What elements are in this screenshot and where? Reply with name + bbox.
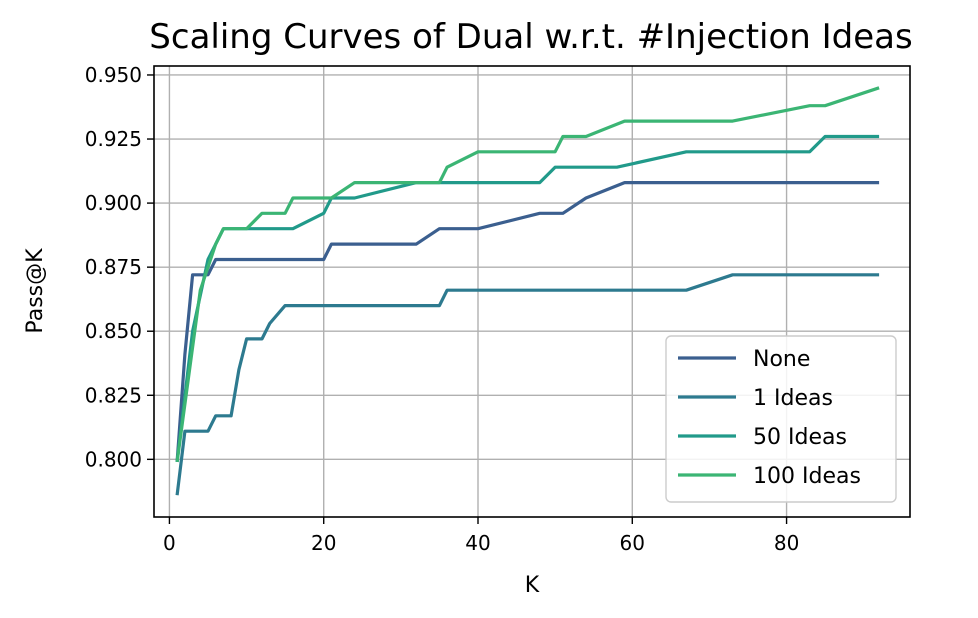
chart-title: Scaling Curves of Dual w.r.t. #Injection… <box>149 17 912 57</box>
x-axis-ticks: 0 20 40 60 80 <box>163 517 799 555</box>
y-tick-label: 0.850 <box>85 319 142 343</box>
x-tick-label: 60 <box>620 531 645 555</box>
y-tick-label: 0.800 <box>85 447 142 471</box>
legend-label: 50 Ideas <box>753 425 847 450</box>
grid-lines <box>154 66 910 517</box>
x-axis-label: K <box>525 573 540 598</box>
y-tick-label: 0.875 <box>85 255 142 279</box>
plot-frame <box>153 65 911 518</box>
series-line-4 <box>175 86 880 463</box>
y-tick-label: 0.925 <box>85 127 142 151</box>
legend-box <box>665 335 897 503</box>
x-tick-label: 20 <box>311 531 336 555</box>
legend-label: 100 Ideas <box>753 464 861 489</box>
legend: None 1 Ideas 50 Ideas 100 Ideas <box>665 335 897 503</box>
series-lines <box>175 86 880 496</box>
y-axis-label: Pass@K <box>23 248 48 334</box>
y-axis-ticks: 0.800 0.825 0.850 0.875 0.900 0.925 0.950 <box>85 63 154 471</box>
legend-label: 1 Ideas <box>753 386 833 411</box>
x-tick-label: 80 <box>774 531 799 555</box>
y-tick-label: 0.900 <box>85 191 142 215</box>
series-line-2 <box>175 273 880 496</box>
y-tick-label: 0.950 <box>85 63 142 87</box>
y-tick-label: 0.825 <box>85 383 142 407</box>
plot-area: 0 20 40 60 80 0.800 0.825 0.850 0.875 0.900 0.925… <box>85 63 911 555</box>
series-line-1 <box>175 181 880 463</box>
legend-label: None <box>753 347 810 372</box>
x-tick-label: 40 <box>465 531 490 555</box>
x-tick-label: 0 <box>163 531 176 555</box>
